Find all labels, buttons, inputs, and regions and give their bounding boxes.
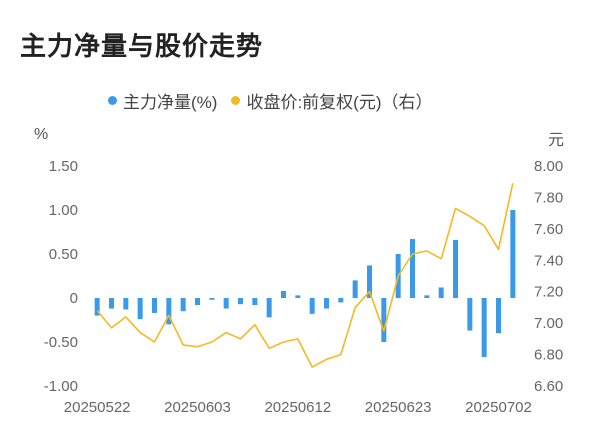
- bar: [281, 290, 286, 298]
- right-tick-label: 7.20: [534, 284, 563, 301]
- bar: [238, 298, 243, 305]
- bar: [352, 280, 358, 298]
- bar: [410, 239, 415, 298]
- price-line: [96, 183, 514, 368]
- bar: [324, 298, 329, 309]
- legend-price-dot-icon: [231, 96, 241, 105]
- bar: [381, 298, 387, 342]
- x-tick-label: 20250623: [365, 399, 432, 416]
- left-tick-label: 1.50: [49, 158, 78, 175]
- x-tick-label: 20250702: [465, 399, 532, 416]
- bar: [166, 298, 172, 325]
- right-tick-label: 7.60: [534, 221, 563, 238]
- right-tick-label: 6.60: [534, 378, 563, 395]
- bar: [295, 295, 301, 298]
- x-tick-label: 20250522: [64, 399, 131, 416]
- legend: 主力净量(%) 收盘价:前复权(元)（右）: [108, 88, 447, 113]
- bar: [266, 298, 272, 318]
- left-tick-label: -1.00: [44, 378, 78, 395]
- bar: [367, 265, 372, 298]
- legend-item-net[interactable]: 主力净量(%): [108, 88, 217, 113]
- bar: [496, 298, 501, 334]
- bar: [467, 298, 473, 331]
- bar: [180, 298, 186, 312]
- bar: [438, 287, 444, 298]
- bar: [223, 298, 229, 309]
- right-tick-label: 7.40: [534, 252, 563, 269]
- x-tick-label: 20250603: [164, 399, 231, 416]
- right-tick-label: 8.00: [534, 158, 563, 175]
- bar: [152, 298, 157, 313]
- legend-price-label: 收盘价:前复权(元)（右）: [246, 93, 433, 112]
- right-tick-label: 7.80: [534, 189, 563, 206]
- bar: [137, 298, 143, 320]
- bar: [94, 298, 100, 316]
- bar: [309, 298, 315, 314]
- left-tick-label: 0.50: [49, 246, 78, 263]
- right-tick-label: 7.00: [534, 315, 563, 332]
- left-tick-label: -0.50: [44, 334, 78, 351]
- left-tick-label: 1.00: [49, 202, 78, 219]
- legend-item-price[interactable]: 收盘价:前复权(元)（右）: [231, 88, 433, 113]
- right-axis-unit: 元: [548, 132, 565, 149]
- bar: [195, 298, 200, 306]
- bar: [123, 298, 129, 310]
- x-tick-label: 20250612: [264, 399, 331, 416]
- bar: [209, 298, 215, 300]
- chart-title: 主力净量与股价走势: [20, 31, 264, 61]
- right-tick-label: 6.80: [534, 347, 563, 364]
- bar: [338, 298, 344, 303]
- left-axis-unit: %: [34, 126, 49, 143]
- bar: [510, 210, 516, 298]
- bar: [481, 298, 487, 357]
- bar: [109, 298, 114, 309]
- left-tick-label: 0: [70, 290, 78, 307]
- bar: [424, 295, 430, 298]
- bar: [252, 298, 258, 306]
- bar: [453, 239, 458, 298]
- legend-net-dot-icon: [108, 96, 117, 105]
- legend-net-label: 主力净量(%): [123, 93, 218, 112]
